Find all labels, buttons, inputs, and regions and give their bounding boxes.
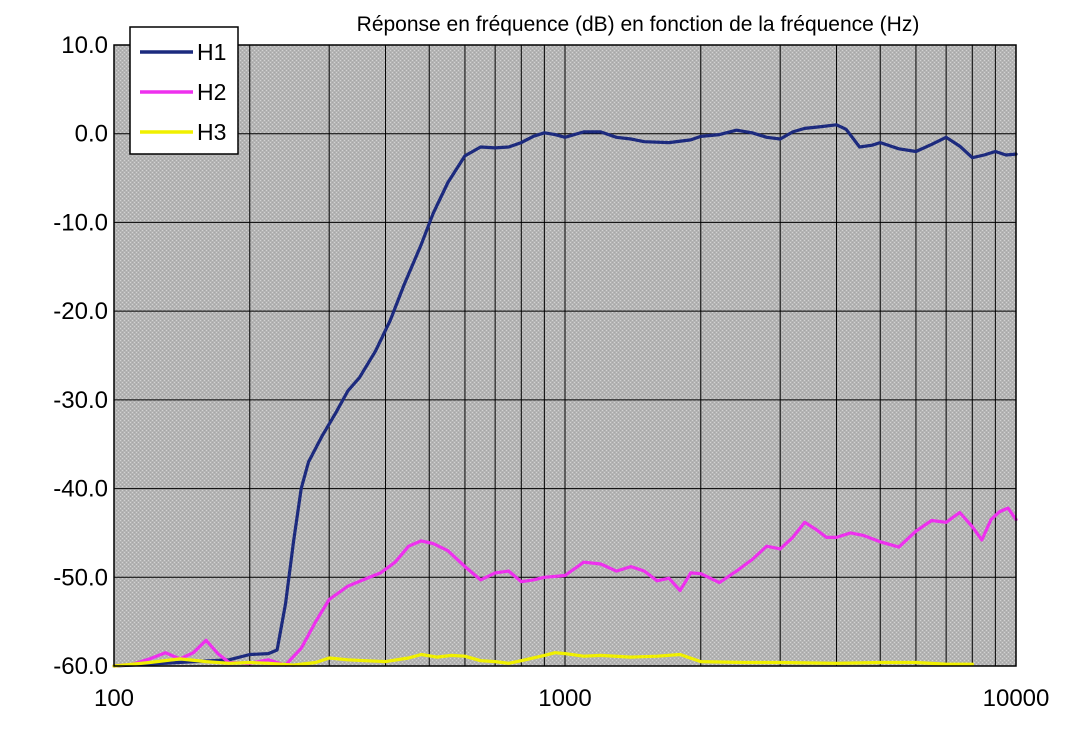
y-tick-label: -50.0: [53, 564, 108, 591]
grid-lines: [114, 45, 1016, 666]
series-line-h1: [112, 123, 1018, 668]
x-tick-label: 100: [94, 685, 134, 712]
x-tick-label: 1000: [538, 685, 591, 712]
legend: H1 H2 H3: [129, 26, 239, 155]
y-tick-label: 0.0: [75, 121, 108, 148]
x-tick-label: 10000: [983, 685, 1050, 712]
series-line-h3: [112, 651, 974, 668]
y-tick-label: -10.0: [53, 209, 108, 236]
plot-border: [113, 44, 1017, 667]
axis-tick-labels: 10.0 0.0 -10.0 -20.0 -30.0 -40.0 -50.0 -60.0 100…: [53, 32, 1049, 712]
y-tick-label: -40.0: [53, 476, 108, 503]
series-lines: [112, 123, 1018, 668]
chart-title: Réponse en fréquence (dB) en fonction de…: [357, 13, 920, 36]
legend-label-h1: H1: [197, 39, 226, 65]
legend-label-h2: H2: [197, 79, 226, 105]
y-tick-label: -30.0: [53, 387, 108, 414]
y-tick-label: 10.0: [61, 32, 108, 59]
legend-label-h3: H3: [197, 119, 226, 145]
y-tick-label: -20.0: [53, 298, 108, 325]
y-tick-label: -60.0: [53, 653, 108, 680]
